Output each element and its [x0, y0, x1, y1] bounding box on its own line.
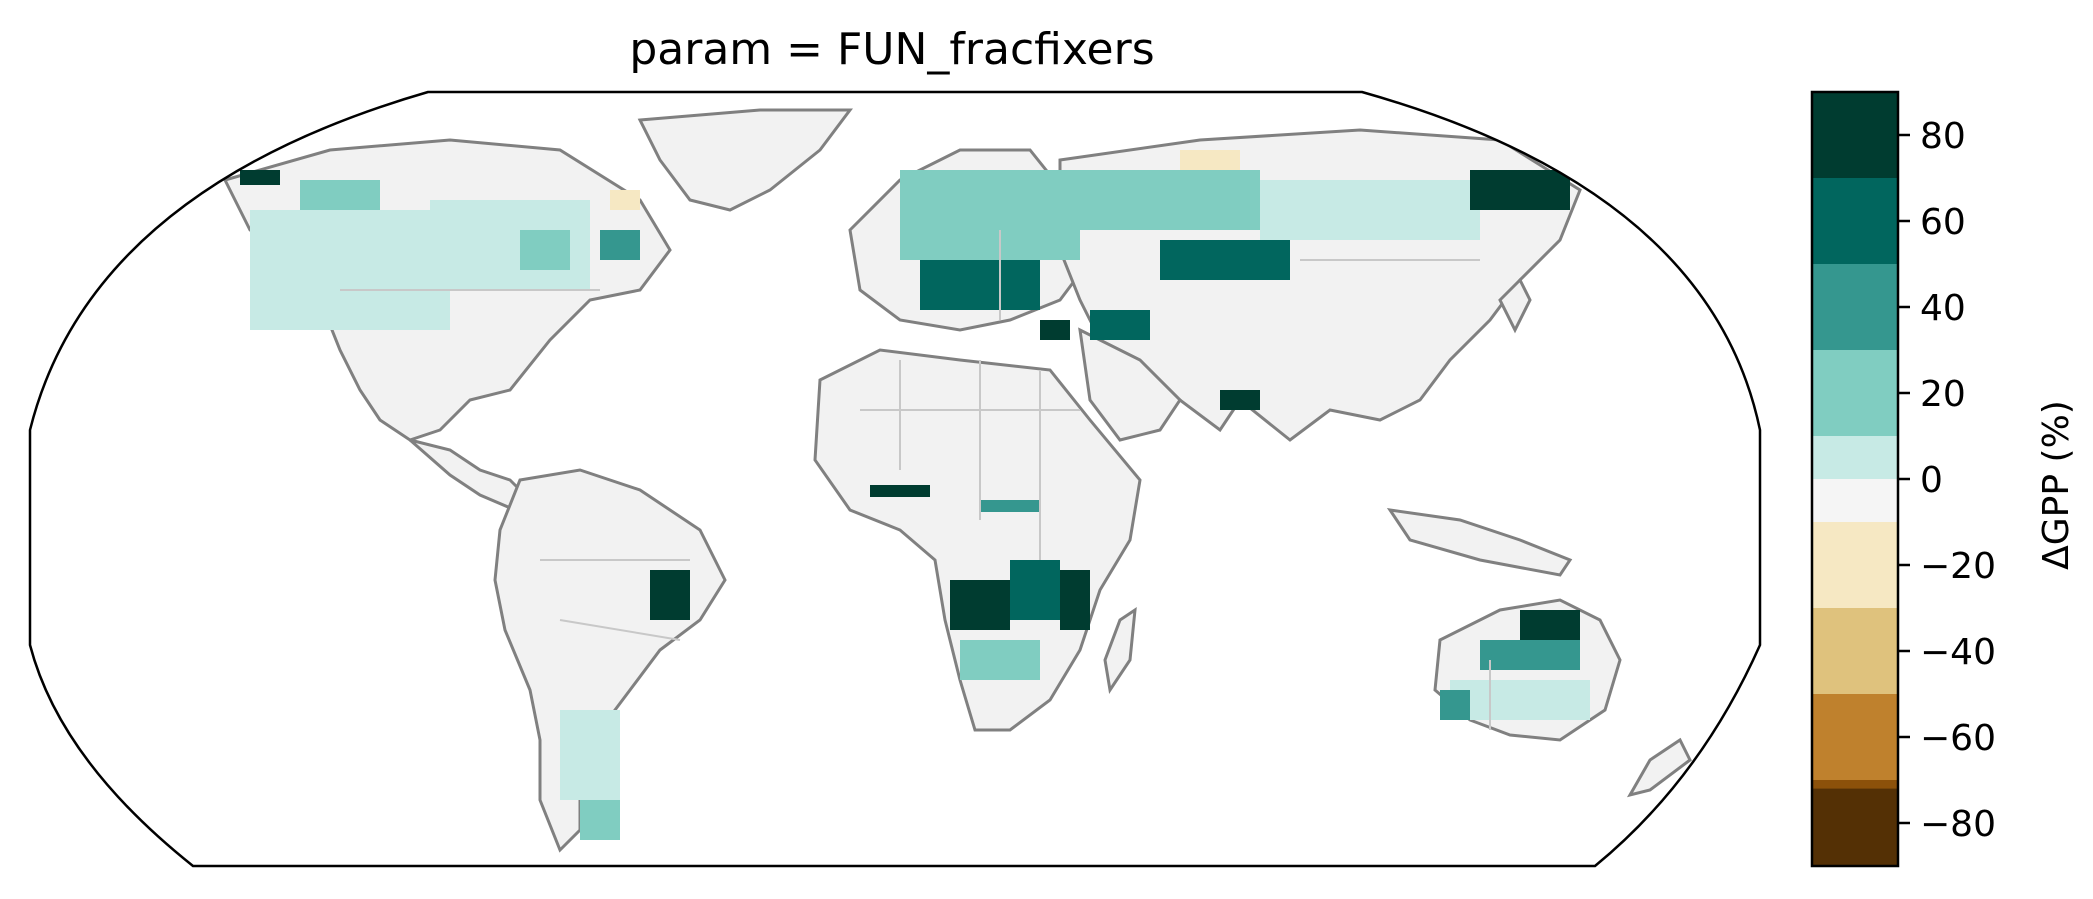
patch-au-3	[1450, 680, 1590, 720]
patch-af-3	[950, 580, 1010, 630]
patch-ru-3	[1260, 180, 1480, 240]
colorbar-segment	[1812, 608, 1898, 694]
patch-ru-4	[1470, 170, 1570, 210]
patch-eu-2	[920, 260, 1040, 310]
patch-na-5	[240, 170, 280, 185]
colorbar-tick-label: −40	[1920, 632, 1996, 673]
colorbar-segment	[1812, 479, 1898, 522]
colorbar-tick-label: −20	[1920, 546, 1996, 587]
colorbar-segment	[1812, 522, 1898, 608]
patch-na-4	[520, 230, 570, 270]
colorbar-tick-label: −60	[1920, 718, 1996, 759]
colorbar-segment	[1812, 92, 1898, 178]
colorbar-segment	[1812, 694, 1898, 780]
colorbar: 80 60 40 20 0 −20 −40 −60 −80	[1812, 92, 1996, 866]
patch-eu-3	[1040, 320, 1070, 340]
patch-af-2	[980, 500, 1040, 512]
colorbar-tick-label: 80	[1920, 116, 1966, 157]
map-area	[0, 80, 1800, 880]
patch-na-7	[610, 190, 640, 210]
patch-af-4	[1010, 560, 1060, 620]
patch-af-5	[1060, 570, 1090, 630]
patch-na-3	[300, 180, 380, 210]
colorbar-label: ΔGPP (%)	[2036, 400, 2077, 570]
patch-sa-3	[580, 800, 620, 840]
patch-in-1	[1220, 390, 1260, 410]
colorbar-tick-label: 60	[1920, 202, 1966, 243]
patch-ru-5	[1090, 310, 1150, 340]
colorbar-tick-label: 40	[1920, 288, 1966, 329]
patch-sa-2	[560, 710, 620, 800]
patch-af-1	[870, 485, 930, 497]
patch-na-6	[600, 230, 640, 260]
patch-au-4	[1440, 690, 1470, 720]
patch-eu-1	[900, 170, 1080, 260]
colorbar-segment	[1812, 789, 1898, 866]
colorbar-segment	[1812, 178, 1898, 264]
patch-ru-6	[1180, 150, 1240, 170]
colorbar-tick-label: −80	[1920, 804, 1996, 845]
patch-sa-1	[650, 570, 690, 620]
colorbar-tick-label: 0	[1920, 460, 1943, 501]
map-title: param = FUN_fracfixers	[629, 24, 1154, 75]
patch-ru-2	[1160, 240, 1290, 280]
colorbar-segment	[1812, 436, 1898, 479]
patch-na-1	[250, 210, 450, 330]
patch-af-6	[960, 640, 1040, 680]
colorbar-tick-label: 20	[1920, 374, 1966, 415]
colorbar-segment	[1812, 264, 1898, 350]
patch-au-1	[1520, 610, 1580, 640]
patch-ru-1	[1060, 170, 1260, 230]
patch-au-2	[1480, 640, 1580, 670]
colorbar-segment	[1812, 350, 1898, 436]
